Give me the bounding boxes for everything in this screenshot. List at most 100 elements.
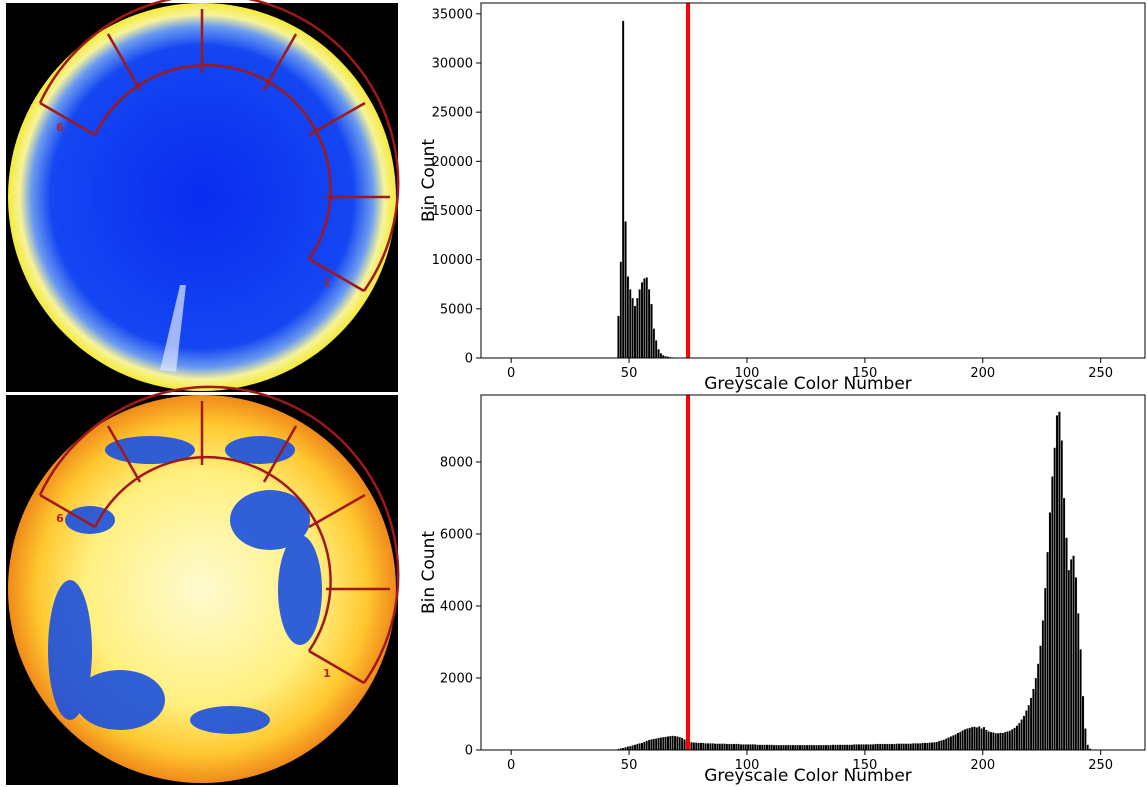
histogram-bar xyxy=(914,742,917,751)
x-axis-label: Greyscale Color Number xyxy=(704,374,912,394)
y-tick-label: 5000 xyxy=(440,302,473,317)
histogram-bar xyxy=(1086,744,1090,751)
histogram-bar xyxy=(881,743,884,751)
histogram-bar xyxy=(668,735,672,751)
histogram-bar xyxy=(624,221,627,359)
histogram-bar xyxy=(643,278,646,359)
histogram-bar xyxy=(711,742,715,751)
histogram-bar xyxy=(654,340,658,359)
histogram-bar xyxy=(841,744,844,751)
histogram-bar xyxy=(683,739,686,751)
histogram-bar xyxy=(871,744,875,751)
histogram-bar xyxy=(633,744,637,751)
histogram-bar xyxy=(890,743,894,751)
histogram-bar xyxy=(801,744,804,751)
sector-label: 6 xyxy=(56,512,64,525)
y-tick-label: 0 xyxy=(465,352,473,367)
histogram-bar xyxy=(654,738,658,751)
y-tick-label: 35000 xyxy=(432,7,473,22)
histogram-bar xyxy=(753,744,757,751)
histogram-bar xyxy=(859,744,863,751)
y-axis-label: Bin Count xyxy=(419,139,439,222)
histogram-bar xyxy=(843,744,847,751)
histogram-bar xyxy=(947,737,950,751)
histogram-bar xyxy=(770,744,774,751)
histogram-bar xyxy=(1062,497,1066,751)
histogram-bar xyxy=(638,742,642,751)
histogram-bar xyxy=(1041,620,1045,751)
x-tick-label: 100 xyxy=(735,366,760,381)
y-axis-label: Bin Count xyxy=(419,531,439,614)
histogram-bar xyxy=(661,736,665,751)
x-axis-label: Greyscale Color Number xyxy=(704,766,912,786)
histogram-bar xyxy=(966,728,969,751)
x-tick-label: 0 xyxy=(507,366,515,381)
histogram-bar xyxy=(798,744,802,751)
histogram-bar xyxy=(657,348,660,359)
y-tick-label: 15000 xyxy=(432,204,473,219)
histogram-bar xyxy=(657,737,660,751)
axes-frame xyxy=(480,394,1146,751)
histogram-bar xyxy=(1053,447,1057,751)
histogram-bar xyxy=(855,744,858,751)
histogram-bar xyxy=(1013,727,1016,751)
histogram-bar xyxy=(822,744,825,751)
histogram-bar xyxy=(909,743,913,751)
histogram-bar xyxy=(1001,732,1005,751)
y-tick-label: 2000 xyxy=(440,671,473,686)
histogram-bar xyxy=(933,741,936,751)
histogram-bar xyxy=(645,277,649,359)
histogram-bar xyxy=(659,737,663,751)
histogram-bar xyxy=(664,736,667,751)
histogram-bar xyxy=(727,743,731,751)
histogram-bar xyxy=(826,744,830,751)
histogram-bar xyxy=(638,288,642,359)
histogram-bar xyxy=(878,743,882,751)
histogram-bar xyxy=(617,315,620,359)
axes-frame xyxy=(480,2,1146,359)
histogram-bar xyxy=(989,731,993,751)
histogram-bar xyxy=(874,743,877,751)
y-tick-label: 6000 xyxy=(440,527,473,542)
sky-image-top: 6 1 xyxy=(6,0,400,392)
histogram-bar xyxy=(831,744,835,751)
histogram-bar xyxy=(815,744,818,751)
histogram-bar xyxy=(652,738,656,751)
histogram-bar xyxy=(819,744,823,751)
histogram-bar xyxy=(923,742,927,751)
histogram-bar xyxy=(928,742,932,751)
histogram-bar xyxy=(836,744,840,751)
histogram-bar xyxy=(1015,725,1019,751)
histogram-bar xyxy=(954,733,958,751)
histogram-chart: 0 50 100 150 200 250 0 2000 4000 6000 8000 Greyscal… xyxy=(419,394,1146,786)
histogram-bar xyxy=(650,739,653,751)
histogram-bar xyxy=(1081,695,1085,751)
histogram-bar xyxy=(902,743,906,751)
histogram-bar xyxy=(690,741,693,751)
x-tick-label: 250 xyxy=(1088,366,1113,381)
histogram-bar xyxy=(845,744,849,751)
histogram-bar xyxy=(628,288,632,359)
histogram-bar xyxy=(987,731,991,751)
histogram-bar xyxy=(968,727,972,751)
histogram-bar xyxy=(706,742,710,751)
histogram-bar xyxy=(723,743,726,751)
histogram-bar xyxy=(1067,569,1071,751)
y-tick-label: 25000 xyxy=(432,106,473,121)
histogram-bar xyxy=(904,743,908,751)
histogram-bar xyxy=(1010,728,1014,751)
histogram-bar xyxy=(1029,697,1033,751)
histogram-bar xyxy=(942,739,946,751)
histogram-bar xyxy=(864,744,868,751)
histogram-bar xyxy=(692,742,696,751)
histogram-bar xyxy=(883,743,887,751)
histogram-bar xyxy=(633,305,637,359)
histogram-bar xyxy=(760,744,764,751)
histogram-bar xyxy=(749,744,752,751)
histogram-bar xyxy=(678,736,682,751)
histogram-bar xyxy=(647,288,651,359)
histogram-bar xyxy=(671,735,675,751)
histogram-bar xyxy=(810,744,814,751)
histogram-bar xyxy=(709,742,712,751)
histogram-bar xyxy=(640,742,644,751)
